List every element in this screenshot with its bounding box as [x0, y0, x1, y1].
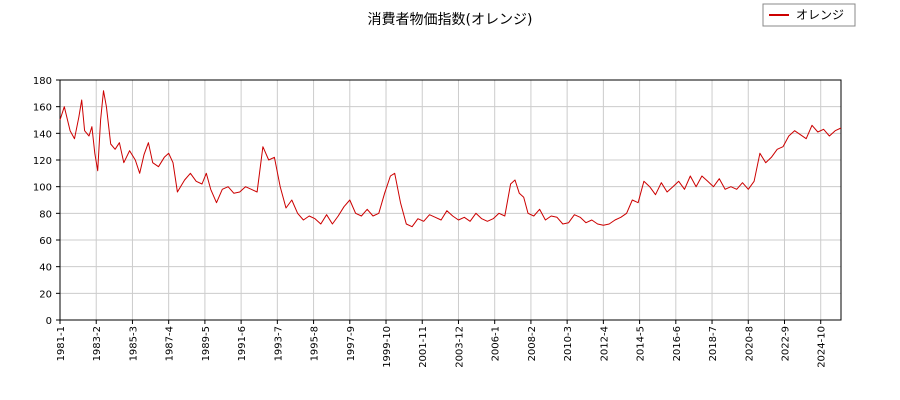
- chart-title: 消費者物価指数(オレンジ): [368, 12, 533, 28]
- series-line: [59, 90, 842, 228]
- legend: オレンジ: [762, 3, 856, 27]
- x-tick-label: 2022-9: [780, 326, 791, 361]
- x-tick-label: 1995-8: [310, 326, 321, 361]
- x-tick-label: 1985-3: [128, 326, 139, 361]
- gridlines: [59, 79, 841, 321]
- y-axis: 0 20 40 60 80 100 120 140 160 180: [33, 76, 60, 327]
- x-tick-label: 2012-4: [599, 326, 610, 361]
- x-tick-label: 1997-9: [346, 326, 357, 361]
- x-tick-label: 1987-4: [165, 326, 176, 361]
- x-tick-label: 2014-5: [636, 326, 647, 361]
- x-tick-label: 2001-11: [418, 326, 429, 368]
- x-tick-label: 1981-1: [56, 326, 67, 361]
- y-tick-label: 180: [33, 76, 52, 87]
- y-tick-label: 120: [33, 156, 52, 167]
- x-tick-label: 2020-8: [744, 326, 755, 361]
- y-tick-label: 80: [39, 209, 52, 220]
- y-tick-label: 160: [33, 103, 52, 114]
- series-layer: [59, 90, 842, 228]
- x-tick-label: 1999-10: [382, 326, 393, 368]
- x-axis: 1981-1 1983-2 1985-3 1987-4 1989-5 1991-6 1993…: [56, 320, 828, 368]
- y-tick-label: 140: [33, 129, 52, 140]
- x-tick-label: 2018-7: [708, 326, 719, 361]
- y-tick-label: 40: [39, 263, 52, 274]
- x-tick-label: 2008-2: [527, 326, 538, 361]
- x-tick-label: 1991-6: [237, 326, 248, 361]
- y-tick-label: 0: [46, 316, 52, 327]
- x-tick-label: 2010-3: [563, 326, 574, 361]
- y-tick-label: 20: [39, 289, 52, 300]
- x-tick-label: 1983-2: [92, 326, 103, 361]
- legend-label: オレンジ: [796, 8, 844, 22]
- y-tick-label: 100: [33, 183, 52, 194]
- x-tick-label: 2003-12: [454, 326, 465, 368]
- x-tick-label: 2006-1: [491, 326, 502, 361]
- x-tick-label: 2024-10: [817, 326, 828, 368]
- legend-box: [762, 3, 856, 27]
- plot-frame: [59, 79, 842, 321]
- x-tick-label: 1989-5: [201, 326, 212, 361]
- x-tick-label: 2016-6: [672, 326, 683, 361]
- y-tick-label: 60: [39, 236, 52, 247]
- x-tick-label: 1993-7: [273, 326, 284, 361]
